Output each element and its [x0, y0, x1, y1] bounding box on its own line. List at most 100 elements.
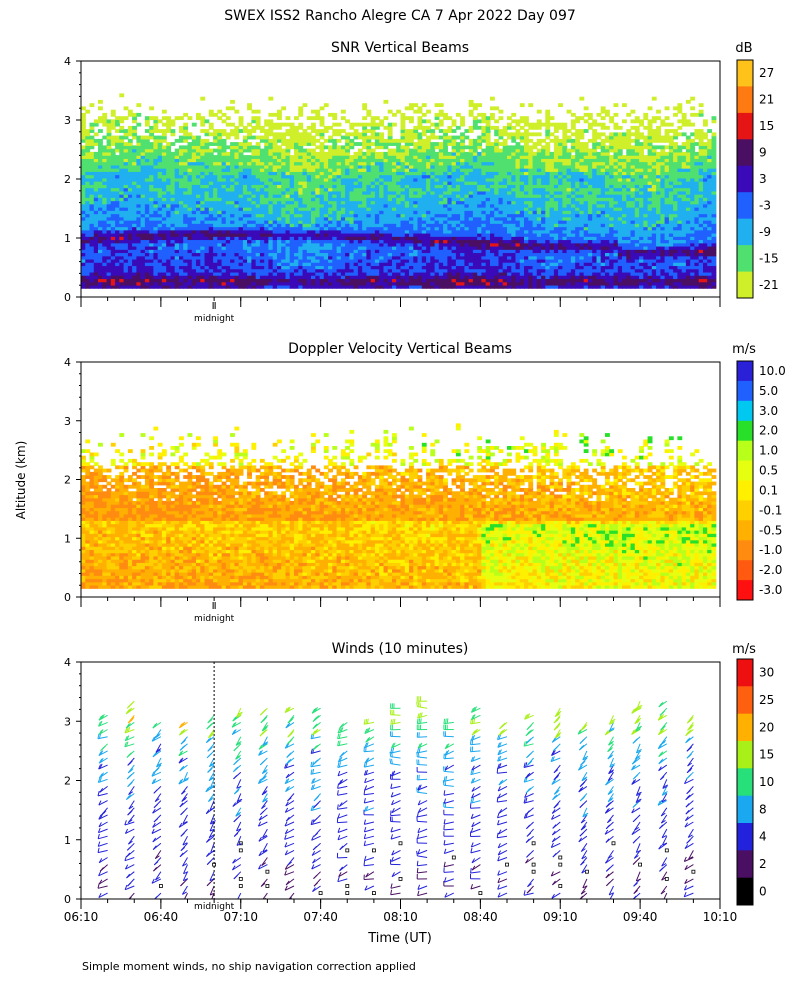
- snr-cell: [93, 138, 99, 143]
- snr-cell: [277, 122, 282, 127]
- snr-cell: [336, 164, 342, 169]
- snr-cell: [434, 155, 440, 159]
- snr-cell: [472, 119, 478, 124]
- snr-cell: [174, 200, 180, 205]
- snr-cell: [485, 249, 491, 254]
- snr-cell: [166, 229, 172, 234]
- snr-cell: [136, 233, 142, 237]
- snr-cell: [149, 278, 155, 283]
- snr-cell: [409, 187, 414, 192]
- snr-cell: [242, 200, 248, 205]
- snr-cell: [366, 281, 372, 286]
- snr-cell: [481, 203, 487, 208]
- snr-cell: [340, 158, 346, 163]
- snr-cell: [357, 281, 363, 286]
- snr-cell: [468, 262, 474, 267]
- snr-cell: [392, 187, 397, 192]
- snr-cell: [127, 112, 133, 117]
- snr-cell: [127, 197, 133, 202]
- snr-cell: [421, 246, 427, 250]
- snr-cell: [490, 194, 495, 198]
- snr-cell: [400, 184, 406, 189]
- snr-cell: [494, 242, 500, 247]
- snr-cell: [387, 271, 393, 276]
- snr-cell: [366, 164, 372, 169]
- snr-cell: [115, 155, 120, 159]
- snr-cell: [183, 145, 189, 150]
- snr-cell: [311, 249, 316, 254]
- snr-cell: [81, 145, 86, 150]
- snr-cell: [234, 258, 240, 263]
- snr-cell: [455, 164, 461, 169]
- snr-cell: [404, 148, 410, 153]
- snr-cell: [217, 229, 223, 234]
- snr-cell: [208, 262, 214, 267]
- snr-cell: [502, 129, 508, 133]
- snr-cell: [383, 242, 389, 247]
- snr-cell: [110, 249, 116, 254]
- snr-cell: [196, 213, 201, 218]
- snr-cell: [264, 246, 270, 250]
- snr-cell: [157, 135, 163, 140]
- snr-cell: [434, 207, 440, 211]
- snr-cell: [328, 262, 333, 267]
- snr-cell: [349, 265, 355, 270]
- snr-cell: [123, 246, 129, 250]
- snr-cell: [251, 258, 257, 263]
- snr-cell: [311, 194, 316, 198]
- snr-cell: [362, 265, 368, 270]
- snr-cell: [170, 200, 176, 205]
- snr-cell: [85, 249, 91, 254]
- snr-cell: [225, 242, 231, 247]
- snr-cell: [183, 275, 189, 280]
- snr-cell: [374, 236, 380, 241]
- snr-cell: [200, 148, 206, 153]
- snr-cell: [426, 181, 431, 185]
- snr-cell: [157, 216, 163, 221]
- snr-cell: [485, 213, 491, 218]
- snr-cell: [328, 268, 333, 273]
- snr-cell: [340, 174, 346, 179]
- snr-cell: [161, 278, 167, 283]
- snr-cell: [119, 249, 125, 254]
- snr-cell: [349, 262, 355, 267]
- snr-cell: [259, 158, 265, 163]
- snr-cell: [328, 155, 333, 159]
- snr-cell: [498, 216, 504, 221]
- snr-cell: [302, 213, 308, 218]
- snr-cell: [119, 187, 125, 192]
- snr-cell: [404, 142, 410, 146]
- snr-cell: [196, 246, 201, 250]
- snr-cell: [430, 151, 436, 156]
- snr-cell: [268, 125, 274, 130]
- snr-cell: [366, 242, 372, 247]
- snr-cell: [455, 142, 461, 146]
- snr-cell: [302, 265, 308, 270]
- snr-cell: [234, 210, 240, 215]
- snr-cell: [374, 246, 380, 250]
- snr-cell: [230, 252, 235, 257]
- snr-cell: [251, 252, 257, 257]
- snr-cell: [319, 184, 325, 189]
- snr-cell: [264, 145, 270, 150]
- snr-cell: [217, 138, 223, 143]
- snr-cell: [306, 223, 312, 228]
- snr-cell: [106, 142, 112, 146]
- snr-cell: [204, 177, 210, 182]
- snr-cell: [447, 216, 453, 221]
- snr-cell: [98, 106, 103, 111]
- snr-cell: [434, 171, 440, 176]
- snr-cell: [490, 177, 495, 182]
- snr-cell: [366, 284, 372, 289]
- snr-cell: [451, 151, 457, 156]
- snr-cell: [166, 168, 172, 172]
- snr-cell: [438, 284, 444, 289]
- snr-cell: [417, 190, 423, 195]
- snr-cell: [443, 145, 448, 150]
- snr-cell: [157, 171, 163, 176]
- snr-cell: [140, 200, 146, 205]
- snr-cell: [298, 271, 304, 276]
- snr-cell: [89, 122, 95, 127]
- snr-cell: [242, 210, 248, 215]
- snr-cell: [170, 181, 176, 185]
